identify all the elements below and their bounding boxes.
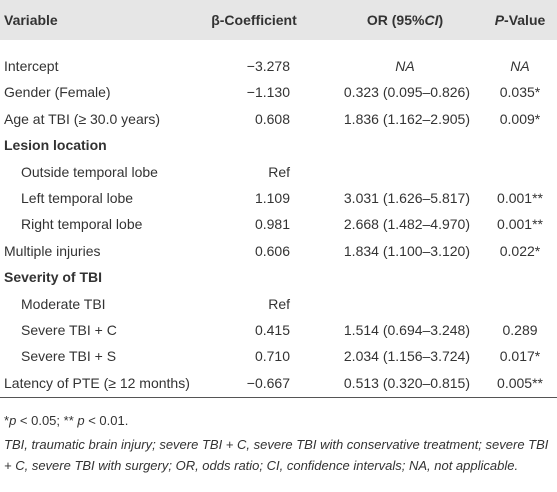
table-cell: NA	[395, 58, 415, 74]
table-cell: 3.031 (1.626–5.817)	[343, 190, 470, 206]
footnote: TBI, traumatic brain injury; severe TBI …	[4, 434, 549, 476]
table-cell: NA	[510, 58, 530, 74]
text-run: < 0.01.	[84, 413, 129, 428]
row-label: Right temporal lobe	[21, 216, 143, 233]
text-run: *	[4, 413, 10, 428]
table-cell: 0.035*	[499, 84, 541, 101]
header-cell: β-Coefficient	[211, 11, 297, 29]
header-cell: Variable	[4, 11, 58, 29]
row-label: Moderate TBI	[21, 295, 106, 312]
text-run: p	[9, 413, 17, 428]
table-cell: 0.001**	[497, 190, 543, 206]
text-run: Variable	[4, 12, 58, 28]
section-label: Severity of TBI	[4, 269, 103, 286]
table-cell: Ref	[268, 163, 290, 180]
header-cell: P-Value	[495, 11, 546, 29]
row-label: Severe TBI + S	[21, 348, 117, 365]
row-label: Severe TBI + C	[21, 322, 117, 338]
table-cell: 2.034 (1.156–3.724)	[343, 348, 470, 365]
table-cell: 0.323 (0.095–0.826)	[343, 84, 470, 101]
header-cell: OR (95%CI)	[367, 11, 443, 29]
table-cell: 0.608	[254, 110, 290, 127]
row-label: Intercept	[4, 58, 59, 74]
text-run: CI	[424, 12, 439, 28]
footnote: *p < 0.05; ** p < 0.01.	[4, 410, 549, 431]
table-cell: 0.017*	[499, 348, 541, 365]
table-cell: 1.834 (1.100–3.120)	[343, 242, 470, 259]
table-cell: 0.606	[254, 242, 290, 259]
text-run: < 0.05; **	[16, 413, 78, 428]
table-cell: 2.668 (1.482–4.970)	[343, 216, 470, 233]
text-run: p	[77, 413, 85, 428]
table-cell: 0.981	[254, 216, 290, 233]
text-run: -Value	[504, 12, 546, 28]
table-cell: 0.001**	[497, 216, 543, 233]
table-cell: 0.022*	[499, 242, 541, 259]
table-cell: 1.109	[254, 190, 290, 206]
table-cell: 0.009*	[499, 110, 541, 127]
table-cell: 0.513 (0.320–0.815)	[343, 374, 470, 391]
row-label: Left temporal lobe	[21, 190, 134, 206]
table-cell: 1.836 (1.162–2.905)	[343, 110, 470, 127]
row-label: Age at TBI (≥ 30.0 years)	[4, 110, 161, 127]
section-label: Lesion location	[4, 137, 107, 154]
text-run: P	[494, 12, 505, 28]
text-run: β-Coefficient	[211, 12, 297, 28]
table-cell: −0.667	[246, 374, 290, 391]
text-run: OR (95%	[366, 12, 425, 28]
table-cell: 0.415	[254, 322, 290, 338]
table-cell: 0.289	[502, 322, 538, 338]
table-cell: −1.130	[246, 84, 290, 101]
table-cell: 0.710	[254, 348, 290, 365]
table-cell: Ref	[268, 295, 290, 312]
table-cell: 0.005**	[497, 374, 543, 391]
text-run: TBI, traumatic brain injury; severe TBI …	[4, 436, 549, 473]
row-label: Latency of PTE (≥ 12 months)	[4, 374, 190, 391]
table-cell: −3.278	[246, 58, 290, 74]
row-label: Multiple injuries	[4, 242, 101, 259]
row-label: Gender (Female)	[4, 84, 111, 101]
row-label: Outside temporal lobe	[21, 163, 158, 180]
header-band	[0, 0, 557, 40]
text-run: )	[438, 12, 444, 28]
table-cell: 1.514 (0.694–3.248)	[343, 322, 470, 338]
table-rule	[0, 397, 557, 398]
